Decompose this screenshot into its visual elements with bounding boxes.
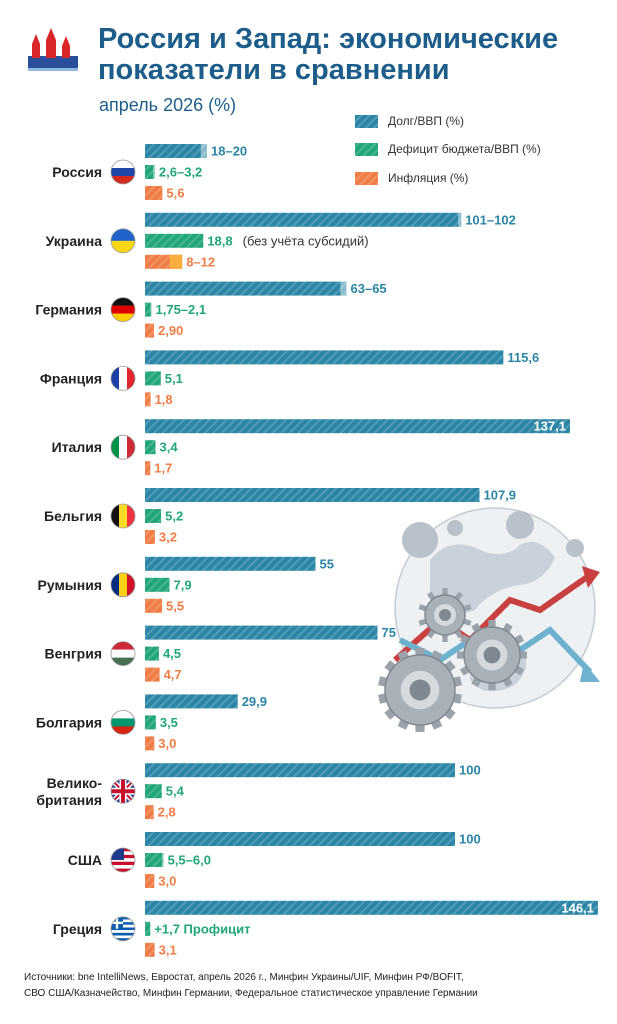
flag-romania-icon: [110, 572, 136, 598]
country-row: Бельгия 107,9 5,2 3,2: [44, 488, 516, 545]
deficit-note: (без учёта субсидий): [243, 233, 369, 248]
inflation-range-ext: [169, 254, 183, 269]
debt-range-ext: [458, 212, 462, 227]
flag-russia-icon: [110, 159, 136, 185]
debt-value-label: 100: [459, 832, 481, 847]
deficit-value-label: 5,1: [165, 371, 183, 386]
inflation-value-label: 2,8: [158, 805, 176, 820]
gear-medium-icon: [457, 620, 527, 690]
debt-value-label: 55: [320, 556, 334, 571]
debt-range-ext: [200, 144, 207, 158]
chart-rows: Россия 18–20 2,6–3,2 5,6 Украина 101–102 18,8 (…: [35, 144, 598, 957]
sphere: [566, 539, 584, 557]
legend-label-inflation: Инфляция (%): [388, 171, 468, 185]
kremlin-logo: [24, 26, 82, 74]
country-name: Украина: [46, 233, 103, 249]
inflation-value-label: 5,6: [166, 186, 184, 201]
inflation-value-label: 4,7: [164, 667, 182, 682]
flag-france-icon: [110, 365, 136, 391]
sphere: [506, 511, 534, 539]
inflation-value-label: 2,90: [158, 323, 183, 338]
inflation-value-label: 3,1: [159, 942, 177, 957]
page-subtitle: апрель 2026 (%): [99, 95, 237, 115]
debt-value-label: 75: [382, 625, 396, 640]
debt-value-label: 101–102: [465, 212, 516, 227]
flag-uk-icon: [110, 778, 136, 804]
country-row: Италия 137,1 3,4 1,7: [52, 419, 571, 476]
inflation-value-label: 3,2: [159, 530, 177, 545]
deficit-value-label: 3,5: [160, 715, 178, 730]
country-row: Германия 63–65 1,75–2,1 2,90: [35, 281, 386, 338]
deficit-value-label: +1,7 Профицит: [154, 921, 250, 936]
inflation-value-label: 1,8: [155, 392, 173, 407]
country-name: Болгария: [36, 714, 102, 730]
gears-globe-illustration: [378, 507, 600, 732]
country-row: Венгрия 75 4,5 4,7: [44, 625, 395, 682]
country-name: Италия: [52, 439, 102, 455]
flag-italy-icon: [110, 434, 136, 460]
flag-ukraine-icon: [110, 228, 136, 254]
deficit-value-label: 5,5–6,0: [168, 853, 211, 868]
inflation-value-label: 5,5: [166, 598, 184, 613]
country-name: Греция: [53, 921, 102, 937]
flag-hungary-icon: [110, 641, 136, 666]
debt-value-label: 100: [459, 763, 481, 778]
inflation-value-label: 1,7: [154, 461, 172, 476]
debt-value-label: 146,1: [561, 900, 594, 915]
legend-label-deficit: Дефицит бюджета/ВВП (%): [388, 142, 541, 156]
page-title: Россия и Запад: экономические показатели…: [98, 23, 559, 86]
sources-note: Источники: bne IntelliNews, Евростат, ап…: [24, 972, 478, 999]
debt-value-label: 29,9: [242, 694, 267, 709]
country-name: Венгрия: [44, 646, 102, 662]
inflation-value-label: 8–12: [186, 254, 215, 269]
country-name: Франция: [40, 370, 102, 386]
country-row: США 100 5,5–6,0 3,0: [68, 832, 481, 889]
country-row: Велико-британия 100 5,4 2,8: [36, 763, 480, 820]
gear-small-icon: [418, 588, 472, 642]
country-row: Греция 146,1 +1,7 Профицит 3,1: [53, 900, 598, 957]
deficit-range-ext: [153, 165, 156, 179]
sphere: [447, 520, 463, 536]
country-name: США: [68, 852, 102, 868]
chart-legend: Долг/ВВП (%) Дефицит бюджета/ВВП (%) Инфля…: [355, 114, 541, 185]
country-name: Бельгия: [44, 508, 102, 524]
flag-germany-icon: [110, 297, 136, 323]
deficit-value-label: 5,2: [165, 509, 183, 524]
debt-value-label: 115,6: [507, 350, 539, 365]
deficit-value-label: 1,75–2,1: [156, 302, 207, 317]
country-row: Украина 101–102 18,8 (без учёта субсидий) 8–…: [46, 212, 516, 269]
inflation-value-label: 3,0: [158, 874, 176, 889]
deficit-value-label: 4,5: [163, 646, 181, 661]
debt-value-label: 137,1: [533, 419, 566, 434]
sphere: [402, 522, 438, 558]
country-row: Франция 115,6 5,1 1,8: [40, 350, 539, 407]
flag-belgium-icon: [110, 503, 136, 529]
deficit-value-label: 5,4: [166, 784, 185, 799]
debt-value-label: 107,9: [483, 488, 516, 503]
debt-range-ext: [340, 281, 347, 296]
country-name: Румыния: [38, 577, 102, 593]
deficit-value-label: 18,8: [207, 233, 232, 248]
deficit-value-label: 2,6–3,2: [159, 165, 202, 180]
deficit-range-ext: [162, 853, 165, 867]
flag-greece-icon: [110, 916, 136, 942]
flag-usa-icon: [110, 847, 136, 873]
deficit-range-ext: [150, 302, 153, 317]
flag-bulgaria-icon: [110, 710, 136, 735]
deficit-value-label: 7,9: [173, 577, 191, 592]
country-row: Болгария 29,9 3,5 3,0: [36, 694, 267, 751]
country-name: Россия: [52, 164, 102, 180]
country-name: Велико-британия: [36, 775, 102, 808]
gear-large-icon: [378, 648, 462, 732]
bar-chart: Долг/ВВП (%) Дефицит бюджета/ВВП (%) Инфля…: [35, 114, 600, 957]
country-row: Румыния 55 7,9 5,5: [38, 556, 334, 613]
inflation-value-label: 3,0: [158, 736, 176, 751]
deficit-value-label: 3,4: [160, 440, 179, 455]
debt-value-label: 18–20: [211, 144, 247, 159]
country-row: Россия 18–20 2,6–3,2 5,6: [52, 144, 247, 201]
legend-label-debt: Долг/ВВП (%): [388, 114, 464, 128]
country-name: Германия: [35, 302, 102, 318]
debt-value-label: 63–65: [351, 281, 387, 296]
